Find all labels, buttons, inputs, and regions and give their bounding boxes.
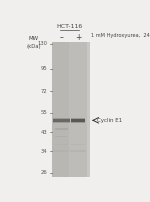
Text: MW: MW [29,36,39,41]
Text: 1 mM Hydroxyurea,  24 hr: 1 mM Hydroxyurea, 24 hr [91,33,150,38]
Text: 95: 95 [40,66,47,71]
Text: 34: 34 [41,149,47,154]
Text: 26: 26 [40,170,47,175]
Bar [71,118,85,123]
Text: (kDa): (kDa) [27,44,41,49]
Text: –: – [59,33,63,42]
Bar [69,42,87,177]
Text: Cyclin E1: Cyclin E1 [97,118,122,123]
Bar [71,119,85,122]
Text: 55: 55 [40,110,47,115]
Bar [52,42,90,177]
Bar [71,144,85,145]
Bar [55,128,68,129]
Bar [53,150,69,152]
Text: 130: 130 [37,41,47,46]
Bar [54,144,68,145]
Text: 43: 43 [41,130,47,135]
Text: 72: 72 [40,89,47,94]
Text: HCT-116: HCT-116 [57,24,83,29]
Text: +: + [75,33,81,42]
Bar [52,42,70,177]
Bar [55,136,67,137]
Bar [52,118,70,123]
Bar [52,119,70,122]
Bar [70,150,86,152]
